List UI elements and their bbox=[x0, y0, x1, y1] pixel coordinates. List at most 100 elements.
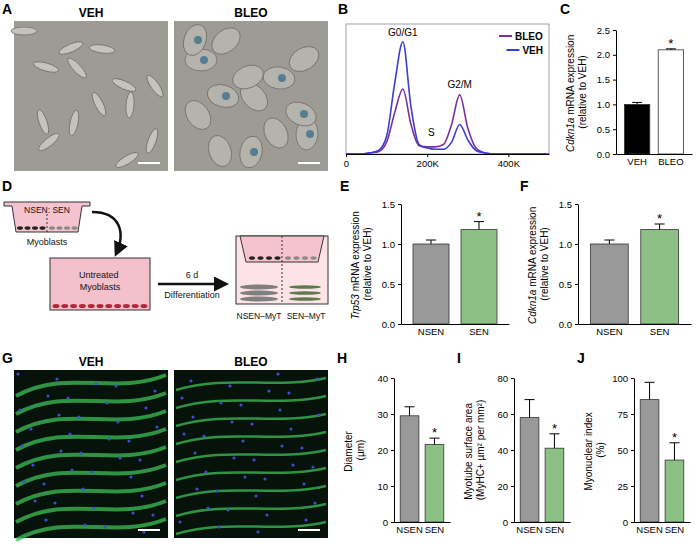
stain bbox=[222, 92, 230, 100]
tick-mark bbox=[631, 486, 634, 487]
cell bbox=[57, 226, 63, 230]
nucleus bbox=[304, 518, 307, 521]
plot-area bbox=[413, 222, 497, 324]
tick-label: 0 bbox=[383, 517, 388, 528]
nucleus bbox=[243, 475, 246, 478]
nucleus bbox=[53, 501, 56, 504]
x-axis: VEHBLEO bbox=[617, 155, 693, 167]
bar bbox=[520, 418, 539, 522]
tick-label: SEN bbox=[545, 524, 565, 535]
cell bbox=[249, 256, 255, 260]
schematic: NSEN: SENMyoblastsUntreated Myoblasts6 d… bbox=[4, 202, 328, 321]
tick-mark bbox=[391, 522, 394, 523]
x-axis: NSENSEN bbox=[579, 325, 692, 337]
error-stem bbox=[529, 400, 530, 418]
micrograph bbox=[11, 21, 168, 171]
nucleus bbox=[103, 525, 106, 528]
image-background bbox=[14, 21, 168, 171]
nucleus bbox=[59, 449, 62, 452]
tick: 0.5 bbox=[382, 279, 401, 290]
tick-label: SEN bbox=[665, 524, 685, 535]
nucleus bbox=[94, 382, 97, 385]
nucleus bbox=[267, 389, 270, 392]
legend: BLEOVEH bbox=[499, 31, 543, 56]
tick: 100 bbox=[612, 373, 634, 384]
schematic-label: NSEN–MyT bbox=[237, 311, 282, 321]
error-cap bbox=[645, 382, 655, 383]
cell bbox=[49, 226, 55, 230]
stain bbox=[278, 74, 286, 82]
stain bbox=[200, 56, 208, 64]
tick: 1.5 bbox=[597, 74, 616, 85]
tick-label: 0.0 bbox=[559, 319, 572, 330]
tick: 60 bbox=[497, 409, 514, 420]
error-bar bbox=[426, 240, 436, 244]
error-stem bbox=[649, 382, 650, 399]
nucleus bbox=[81, 487, 84, 490]
tick-label: 100 bbox=[612, 373, 628, 384]
panel-letter: G bbox=[2, 350, 13, 366]
y-axis: 010203040 bbox=[377, 373, 394, 528]
tick-mark bbox=[391, 486, 394, 487]
cell bbox=[207, 22, 246, 59]
panel-letter: H bbox=[337, 350, 347, 366]
myotube bbox=[176, 504, 326, 516]
nucleus bbox=[138, 458, 141, 461]
tick-mark bbox=[613, 129, 616, 130]
bar bbox=[641, 230, 679, 324]
nucleus bbox=[114, 384, 117, 387]
nucleus bbox=[16, 372, 19, 375]
y-axis: 0255075100 bbox=[612, 373, 634, 528]
nucleus bbox=[70, 468, 73, 471]
image-label: VEH bbox=[79, 355, 104, 369]
nucleus bbox=[127, 439, 130, 442]
tick: NSEN bbox=[396, 524, 423, 535]
tick: 0 bbox=[503, 517, 514, 528]
nucleus bbox=[311, 465, 314, 468]
tick-mark bbox=[575, 244, 578, 245]
axis-line bbox=[401, 205, 402, 325]
nucleus bbox=[193, 451, 196, 454]
tick-mark bbox=[613, 154, 616, 155]
tick-label: SEN bbox=[469, 326, 489, 337]
tick-label: NSEN bbox=[396, 524, 423, 535]
axis-title: Cdkn1a mRNA expression (relative to VEH) bbox=[565, 32, 588, 152]
tick-label: 0.0 bbox=[382, 319, 395, 330]
tick-label: 0 bbox=[344, 158, 349, 169]
myotube bbox=[289, 291, 321, 295]
tick-label: 2.5 bbox=[597, 25, 610, 36]
cell bbox=[90, 91, 109, 118]
legend-label: VEH bbox=[522, 45, 543, 56]
nucleus bbox=[29, 427, 32, 430]
micrograph bbox=[174, 370, 328, 538]
schematic-label: Untreated Myoblasts bbox=[79, 270, 121, 292]
cell bbox=[32, 226, 38, 230]
plot-area bbox=[400, 407, 444, 522]
tick: NSEN bbox=[596, 326, 623, 337]
nucleus bbox=[66, 396, 69, 399]
tick: 40 bbox=[497, 445, 514, 456]
nucleus bbox=[107, 437, 110, 440]
plot-area bbox=[591, 224, 679, 324]
cell bbox=[70, 304, 77, 308]
tick: 10 bbox=[377, 481, 394, 492]
axis-title: Myonuclear index (%) bbox=[583, 409, 606, 490]
nucleus bbox=[265, 513, 268, 516]
stain bbox=[306, 130, 314, 138]
error-bar bbox=[632, 102, 642, 104]
nucleus bbox=[206, 506, 209, 509]
schematic-label: 6 d bbox=[186, 270, 199, 280]
tick-label: 30 bbox=[377, 409, 388, 420]
micrograph bbox=[14, 370, 168, 540]
cell bbox=[282, 97, 320, 130]
image-label: BLEO bbox=[234, 355, 267, 369]
cell bbox=[144, 73, 165, 99]
tick-label: 0.5 bbox=[382, 279, 395, 290]
tick: NSEN bbox=[516, 524, 543, 535]
nucleus bbox=[256, 530, 259, 533]
tick: BLEO bbox=[658, 156, 683, 167]
cell bbox=[53, 304, 60, 308]
cell bbox=[97, 304, 104, 308]
scale-bar bbox=[138, 162, 160, 164]
cell bbox=[285, 41, 324, 76]
